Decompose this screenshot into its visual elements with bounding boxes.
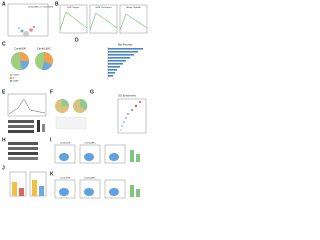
panel-label: E (2, 89, 6, 95)
pies (10, 52, 53, 82)
page: {"panels": [ {"label": "A", "title": "Ct… (0, 0, 150, 210)
gsea-plots (59, 4, 148, 34)
plot-title: GO Enrichment (118, 94, 136, 98)
plot-title: Ctnnb1ΔHC vs Ctnnb1fl/fl (28, 6, 53, 9)
panel-label: I (50, 137, 52, 143)
plot-title: Ctnnb1fl/fl (60, 142, 70, 145)
pies (55, 98, 88, 130)
panel-label: H (2, 137, 6, 143)
plot-title: G2M Checkpoint (95, 6, 112, 9)
dot-plot (117, 98, 147, 134)
panel-label: K (50, 171, 54, 177)
bar-charts (9, 171, 47, 197)
line-plot (7, 93, 47, 133)
plot-frame (7, 3, 49, 37)
legend-label: S (13, 78, 15, 80)
plot-title: Biol Process (118, 43, 133, 47)
panel-label: B (55, 1, 59, 7)
panel-label: D (75, 37, 79, 43)
plot-title: Ctnnb1ΔHC (84, 177, 96, 180)
plot-title: Ctnnb1ΔHC (84, 142, 96, 145)
flow-plots (54, 179, 140, 199)
figure: A Ctnnb1ΔHC vs Ctnnb1fl/fl B E2F Targets… (2, 1, 148, 199)
volcano-points (18, 26, 35, 37)
panel-label: A (2, 1, 6, 7)
panel-label: C (2, 41, 6, 47)
plot-title: Ctnnb1fl/fl (60, 177, 70, 180)
panel-label: J (2, 165, 5, 171)
legend-label: G2/M (13, 81, 19, 83)
legend-label: G0/G1 (13, 75, 20, 77)
enrichment-bars (108, 48, 143, 77)
flow-plots (54, 144, 140, 164)
panel-label: G (90, 89, 94, 95)
blots (8, 142, 38, 160)
pie-title: Ctnnb1ΔHC (37, 47, 51, 51)
pie-title: Ctnnb1fl/fl (14, 47, 26, 51)
plot-title: Mitotic Spindle (126, 6, 141, 9)
panel-label: F (50, 89, 53, 95)
plot-title: E2F Targets (68, 6, 81, 9)
